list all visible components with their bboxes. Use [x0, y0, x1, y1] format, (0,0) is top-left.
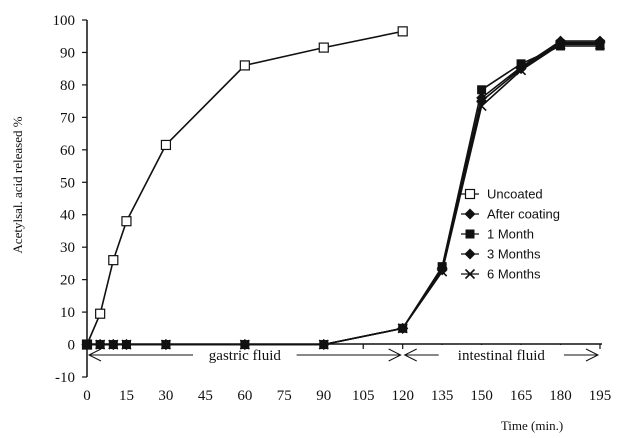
legend-label: 1 Month — [487, 227, 534, 242]
diamond-marker — [464, 208, 476, 220]
y-tick-label: 0 — [68, 338, 76, 354]
annotation-label-bg — [193, 345, 297, 362]
x-tick-label: 15 — [119, 388, 134, 404]
legend-item: 6 Months — [461, 267, 541, 282]
series-6-months — [81, 39, 606, 350]
filled-square-marker — [477, 85, 487, 95]
open-square-marker — [121, 216, 132, 227]
annotation-arrow-head-left — [87, 348, 102, 362]
open-square-marker — [397, 26, 408, 37]
y-axis-title: Acetylsal. acid released % — [10, 116, 25, 253]
fluid-annotations: gastric fluid intestinal fluid — [87, 345, 600, 364]
open-square-marker — [239, 60, 250, 71]
annotation-label: intestinal fluid — [458, 348, 546, 364]
legend: Uncoated After coating 1 Month 3 Months 6 Mo… — [461, 187, 560, 282]
x-tick-label: 180 — [549, 388, 572, 404]
x-marker — [594, 39, 606, 50]
x-tick-label: 135 — [431, 388, 454, 404]
x-tick-label: 120 — [391, 388, 414, 404]
y-tick-label: 30 — [60, 240, 75, 256]
diamond-marker — [464, 248, 476, 260]
y-tick-label: 60 — [60, 143, 75, 159]
series-layer — [81, 26, 606, 351]
x-tick-label: 150 — [470, 388, 493, 404]
x-marker — [81, 339, 93, 350]
series-line — [86, 30, 403, 345]
x-marker — [437, 266, 448, 277]
legend-label: After coating — [487, 207, 560, 222]
y-tick-label: 20 — [60, 273, 75, 289]
x-marker — [160, 339, 171, 350]
x-tick-label: 30 — [158, 388, 173, 404]
x-ticks: 0 15 30 45 60 75 90 105 120 135 150 165 180 195 — [83, 344, 611, 404]
legend-label: 3 Months — [487, 247, 541, 262]
annotation-label: gastric fluid — [209, 348, 282, 364]
y-tick-label: -10 — [55, 370, 75, 386]
y-ticks: -10 0 10 20 30 40 50 60 70 80 90 100 — [53, 13, 87, 386]
legend-item: After coating — [461, 207, 560, 222]
y-tick-label: 90 — [60, 45, 75, 61]
x-tick-label: 90 — [316, 388, 331, 404]
legend-item: 3 Months — [461, 247, 541, 262]
x-marker — [476, 100, 487, 112]
annotation-arrow-head-right — [585, 348, 600, 362]
open-square-marker — [464, 188, 476, 200]
x-marker — [239, 339, 250, 350]
legend-label: 6 Months — [487, 267, 541, 282]
annotation-arrow-head-right — [388, 348, 402, 362]
diamond-marker — [515, 63, 527, 75]
x-marker — [318, 339, 329, 350]
y-tick-label: 80 — [60, 78, 75, 94]
x-tick-label: 0 — [83, 388, 91, 404]
x-marker — [95, 339, 106, 350]
y-tick-label: 100 — [53, 13, 76, 29]
x-tick-label: 165 — [510, 388, 533, 404]
x-axis-title: Time (min.) — [501, 418, 563, 433]
y-tick-label: 10 — [60, 305, 75, 321]
legend-item: Uncoated — [461, 187, 543, 202]
open-square-marker — [318, 42, 329, 53]
y-tick-label: 70 — [60, 110, 75, 126]
annotation-arrow-head-left — [403, 348, 417, 362]
x-marker — [121, 339, 132, 350]
y-tick-label: 50 — [60, 175, 75, 191]
x-marker — [516, 65, 527, 76]
filled-square-marker — [465, 229, 475, 239]
legend-item: 1 Month — [461, 227, 534, 242]
open-square-marker — [108, 255, 119, 266]
annotation-gastric-fluid: gastric fluid — [87, 345, 402, 364]
open-square-marker — [95, 308, 106, 319]
diamond-marker — [594, 37, 606, 49]
x-tick-label: 195 — [589, 388, 612, 404]
x-marker — [555, 39, 566, 50]
legend-label: Uncoated — [487, 187, 543, 202]
y-tick-label: 40 — [60, 208, 75, 224]
x-marker — [108, 339, 119, 350]
x-marker — [397, 323, 408, 334]
annotation-intestinal-fluid: intestinal fluid — [403, 345, 600, 364]
x-tick-label: 45 — [198, 388, 213, 404]
x-marker — [464, 268, 476, 280]
series-uncoated — [81, 26, 408, 350]
open-square-marker — [160, 139, 172, 151]
x-tick-label: 105 — [352, 388, 375, 404]
annotation-label-bg — [438, 345, 564, 362]
x-tick-label: 60 — [237, 388, 252, 404]
x-tick-label: 75 — [277, 388, 292, 404]
